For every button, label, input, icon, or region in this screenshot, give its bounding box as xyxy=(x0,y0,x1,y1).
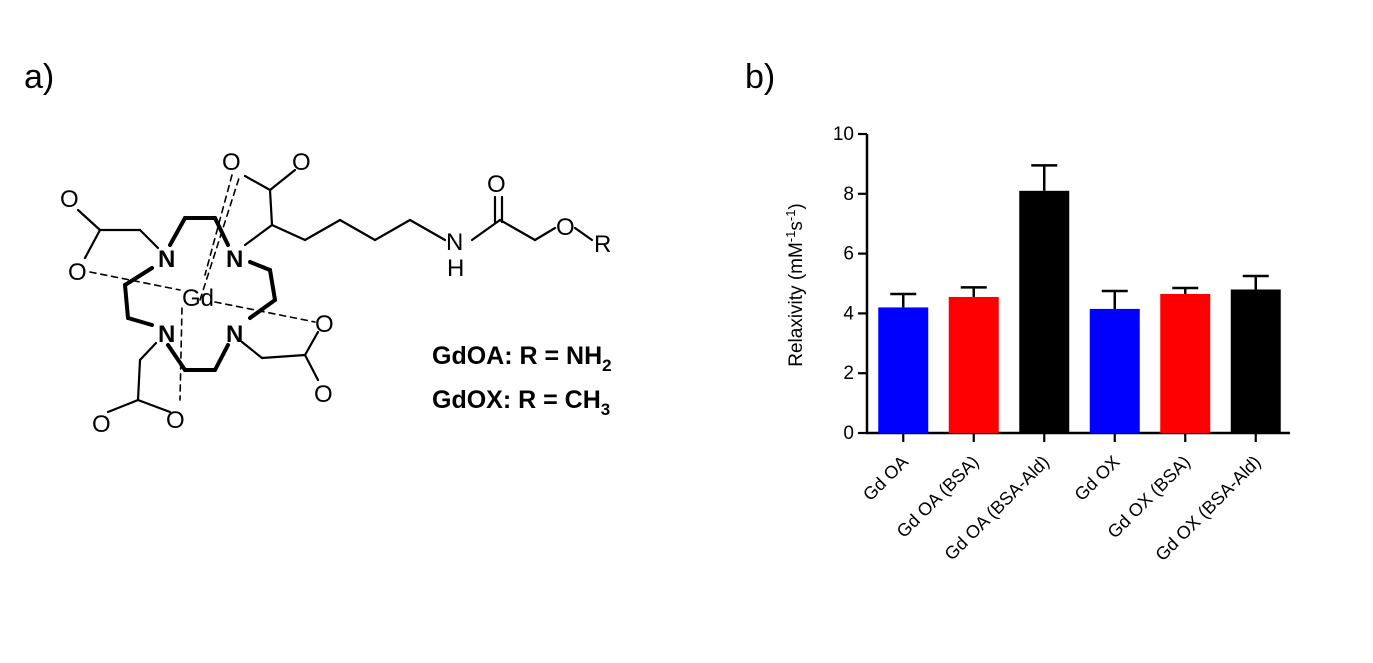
y-tick-label: 10 xyxy=(833,124,854,145)
panel-b-label: b) xyxy=(745,58,776,96)
n-atom-2: N xyxy=(226,246,243,273)
gdoa-definition: GdOA: R = NH2 xyxy=(432,342,612,375)
n-atom-3: N xyxy=(158,321,175,348)
y-tick-label: 0 xyxy=(843,423,854,444)
o-atom-3: O xyxy=(222,149,241,176)
n-atom-4: N xyxy=(226,321,243,348)
o-atom-4: O xyxy=(292,149,311,176)
o-atom-9: O xyxy=(487,171,506,198)
bar-1 xyxy=(878,307,929,433)
gdox-definition: GdOX: R = CH3 xyxy=(432,386,610,419)
o-atom-2: O xyxy=(68,259,87,286)
o-atom-10: O xyxy=(556,214,575,241)
metal-center: Gd xyxy=(182,285,214,312)
y-tick-label: 6 xyxy=(843,244,854,265)
x-tick-label: Gd OA xyxy=(859,452,912,505)
y-tick-label: 2 xyxy=(843,363,854,384)
n-atom-1: N xyxy=(158,246,175,273)
bar-6 xyxy=(1230,289,1281,433)
amide-n: N xyxy=(446,229,463,256)
o-atom-1: O xyxy=(60,186,79,213)
y-tick-label: 8 xyxy=(843,184,854,205)
panel-a-label: a) xyxy=(24,58,55,96)
bar-2 xyxy=(948,296,999,433)
x-tick-label: Gd OX xyxy=(1071,452,1124,505)
chemical-structure: N N N N Gd O O O O O O O O O O N H R GdO… xyxy=(60,149,612,438)
y-axis-label: Relaxivity (mM-1s-1) xyxy=(783,203,807,367)
o-atom-8: O xyxy=(166,407,185,434)
bar-5 xyxy=(1160,293,1211,433)
bar-3 xyxy=(1019,190,1070,433)
o-atom-6: O xyxy=(314,381,333,408)
o-atom-7: O xyxy=(92,411,111,438)
o-atom-5: O xyxy=(315,311,334,338)
amide-h: H xyxy=(447,255,464,282)
y-tick-label: 4 xyxy=(843,303,854,324)
bar-4 xyxy=(1089,308,1140,433)
r-group: R xyxy=(594,231,611,258)
